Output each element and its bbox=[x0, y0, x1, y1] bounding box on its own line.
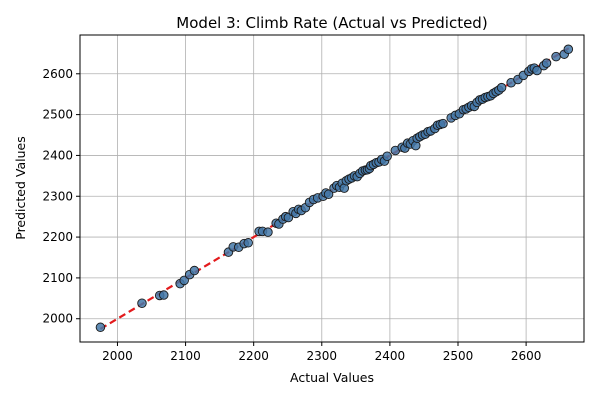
data-point bbox=[323, 189, 334, 199]
data-point bbox=[179, 275, 189, 286]
data-point bbox=[382, 151, 392, 161]
y-tick-label: 2200 bbox=[42, 230, 73, 244]
data-point bbox=[95, 322, 106, 333]
data-point bbox=[263, 227, 273, 237]
x-tick-label: 2500 bbox=[443, 349, 474, 363]
data-point bbox=[189, 265, 200, 276]
data-point bbox=[137, 298, 147, 308]
x-tick-label: 2600 bbox=[511, 349, 542, 363]
data-point bbox=[243, 238, 253, 248]
grid bbox=[80, 35, 584, 342]
data-point bbox=[551, 51, 561, 62]
y-axis-label: Predicted Values bbox=[13, 136, 28, 240]
plot-frame bbox=[79, 34, 585, 343]
data-point bbox=[532, 65, 542, 76]
x-tick-label: 2400 bbox=[375, 349, 406, 363]
data-point bbox=[541, 58, 552, 68]
y-tick-label: 2400 bbox=[42, 148, 73, 162]
y-tick-label: 2300 bbox=[42, 189, 73, 203]
chart-title: Model 3: Climb Rate (Actual vs Predicted… bbox=[176, 14, 487, 32]
axis-ticks: 2000 2100 2200 2300 2400 2500 2600 2000 2100 2200… bbox=[42, 67, 541, 363]
y-tick-label: 2000 bbox=[42, 312, 73, 326]
x-tick-label: 2200 bbox=[238, 349, 269, 363]
data-point bbox=[496, 82, 507, 93]
data-point bbox=[438, 118, 448, 129]
x-axis-label: Actual Values bbox=[290, 370, 374, 385]
y-tick-label: 2600 bbox=[42, 67, 73, 81]
x-tick-label: 2100 bbox=[170, 349, 201, 363]
x-tick-label: 2000 bbox=[102, 349, 133, 363]
data-point bbox=[563, 44, 574, 55]
y-tick-label: 2100 bbox=[42, 271, 73, 285]
x-tick-label: 2300 bbox=[307, 349, 338, 363]
y-tick-label: 2500 bbox=[42, 108, 73, 122]
data-points bbox=[95, 44, 574, 333]
data-point bbox=[159, 290, 169, 300]
